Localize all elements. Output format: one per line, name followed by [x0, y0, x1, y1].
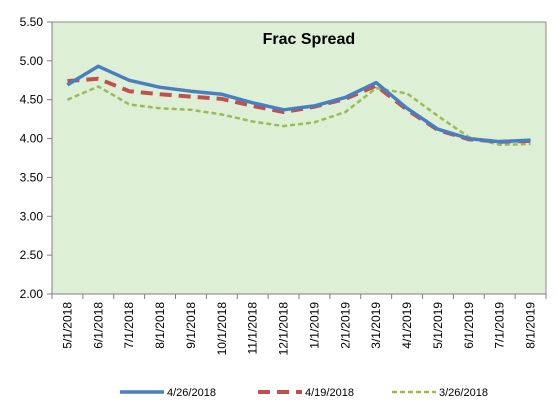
- x-tick-label: 10/1/2018: [215, 302, 229, 356]
- x-tick-label: 8/1/2018: [153, 302, 167, 349]
- x-tick-label: 8/1/2019: [524, 302, 538, 349]
- x-tick-label: 11/1/2018: [246, 302, 260, 355]
- y-tick-label: 3.50: [20, 170, 44, 184]
- x-tick-label: 6/1/2019: [462, 302, 476, 349]
- y-axis: 5.50 5.00 4.50 4.00 3.50 3.00 2.50 2.00: [20, 15, 53, 301]
- x-tick-label: 5/1/2019: [431, 302, 445, 349]
- x-tick-label: 12/1/2018: [277, 302, 291, 356]
- x-tick-label: 3/1/2019: [369, 302, 383, 349]
- y-tick-label: 4.00: [20, 132, 44, 146]
- x-tick-label: 6/1/2018: [91, 302, 105, 349]
- y-tick-label: 2.50: [20, 248, 44, 262]
- y-tick-label: 2.00: [20, 287, 44, 301]
- series-line: [66, 85, 531, 147]
- series-line: [66, 64, 531, 144]
- y-tick-label: 5.50: [20, 15, 44, 29]
- y-tick-label: 5.00: [20, 54, 44, 68]
- x-tick-label: 5/1/2018: [60, 302, 74, 349]
- x-tick-label: 7/1/2019: [493, 302, 507, 349]
- series-layer: [66, 64, 531, 147]
- legend-label: 4/19/2018: [305, 387, 354, 399]
- y-tick-label: 3.00: [20, 209, 44, 223]
- x-tick-label: 2/1/2019: [338, 302, 352, 349]
- x-tick-label: 9/1/2018: [184, 302, 198, 349]
- legend-label: 4/26/2018: [167, 387, 216, 399]
- y-tick-label: 4.50: [20, 93, 44, 107]
- plot-area: [51, 21, 547, 295]
- x-axis: 5/1/2018 6/1/2018 7/1/2018 8/1/2018 9/1/2018…: [51, 293, 547, 356]
- x-tick-label: 4/1/2019: [400, 302, 414, 349]
- x-tick-label: 7/1/2018: [122, 302, 136, 349]
- legend: 4/26/2018 4/19/2018 3/26/2018: [120, 387, 488, 399]
- x-tick-label: 1/1/2019: [307, 302, 321, 349]
- chart-title: Frac Spread: [263, 31, 355, 48]
- legend-label: 3/26/2018: [439, 387, 488, 399]
